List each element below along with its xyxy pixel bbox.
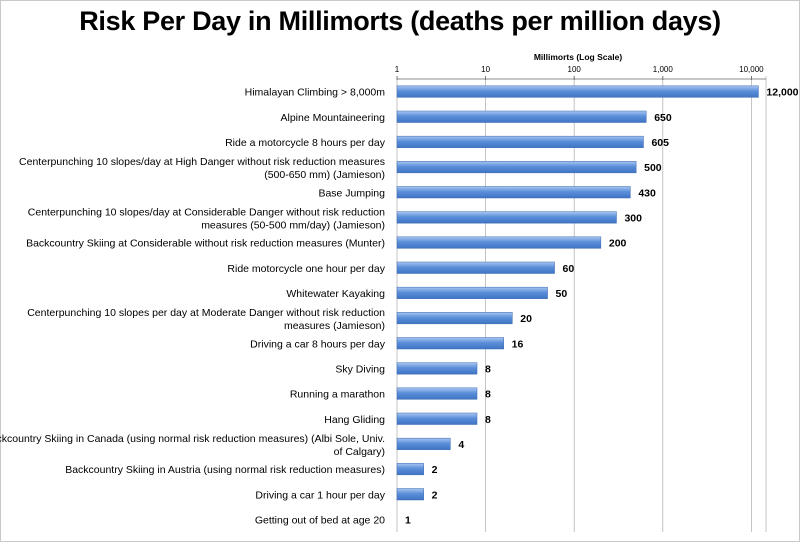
value-label: 8 (485, 414, 491, 426)
x-tick-label: 100 (568, 65, 582, 74)
category-label: Ride a motorcycle 8 hours per day (225, 137, 386, 149)
bar (396, 337, 504, 350)
value-label: 200 (609, 238, 627, 250)
category-label: Sky Diving (335, 363, 385, 375)
value-labels: 12,000 650 605 500 430 300 200 60 50 20 16 8 8 8 4 2 2 1 (405, 87, 799, 527)
bar (396, 463, 424, 476)
bar (396, 362, 478, 375)
bar (396, 261, 555, 274)
bar (396, 286, 548, 299)
bar (396, 312, 513, 325)
category-label: Base Jumping (318, 187, 385, 199)
chart-title: Risk Per Day in Millimorts (deaths per m… (79, 6, 721, 36)
category-label: Alpine Mountaineering (281, 112, 386, 124)
value-label: 1 (405, 514, 411, 526)
bar (396, 85, 759, 98)
category-label: Backcountry Skiing in Canada (using norm… (0, 433, 385, 458)
value-label: 50 (556, 288, 568, 300)
value-label: 650 (654, 112, 672, 124)
value-label: 2 (432, 464, 438, 476)
value-label: 605 (651, 137, 669, 149)
category-label: Whitewater Kayaking (286, 288, 385, 300)
bar (396, 488, 424, 501)
bar (396, 161, 637, 174)
value-label: 430 (638, 187, 656, 199)
x-tick-label: 10,000 (739, 65, 764, 74)
x-axis-title: Millimorts (Log Scale) (534, 52, 622, 62)
value-label: 8 (485, 389, 491, 401)
x-tick-label: 10 (481, 65, 490, 74)
bar (396, 186, 631, 199)
category-label: Running a marathon (290, 389, 385, 401)
bars (396, 85, 759, 501)
bar (396, 412, 478, 425)
value-label: 12,000 (766, 87, 798, 99)
value-label: 16 (512, 338, 524, 350)
category-label: Driving a car 8 hours per day (250, 338, 386, 350)
category-label: Getting out of bed at age 20 (255, 514, 385, 526)
category-label: Ride motorcycle one hour per day (227, 263, 385, 275)
x-tick-label: 1 (395, 65, 400, 74)
value-label: 8 (485, 363, 491, 375)
value-label: 20 (520, 313, 532, 325)
category-label: Centerpunching 10 slopes per day at Mode… (27, 307, 385, 332)
bar (396, 211, 617, 224)
value-label: 60 (563, 263, 575, 275)
category-label: Backcountry Skiing at Considerable witho… (26, 238, 385, 250)
category-labels: Himalayan Climbing > 8,000m Alpine Mounta… (0, 87, 386, 527)
value-label: 4 (458, 439, 464, 451)
category-label: Centerpunching 10 slopes/day at Consider… (28, 206, 385, 231)
category-label: Hang Gliding (324, 414, 385, 426)
bar (396, 135, 644, 148)
value-label: 500 (644, 162, 662, 174)
x-tick-labels: 1 10 100 1,000 10,000 (395, 65, 764, 74)
category-label: Backcountry Skiing in Austria (using nor… (65, 464, 385, 476)
bar (396, 110, 647, 123)
value-label: 300 (624, 212, 642, 224)
category-label: Driving a car 1 hour per day (255, 489, 385, 501)
category-label: Himalayan Climbing > 8,000m (245, 87, 386, 99)
gridlines (396, 76, 767, 532)
value-label: 2 (432, 489, 438, 501)
bar (396, 387, 478, 400)
category-label: Centerpunching 10 slopes/day at High Dan… (19, 156, 385, 181)
bar (396, 236, 602, 249)
bar (396, 437, 451, 450)
x-tick-label: 1,000 (653, 65, 674, 74)
